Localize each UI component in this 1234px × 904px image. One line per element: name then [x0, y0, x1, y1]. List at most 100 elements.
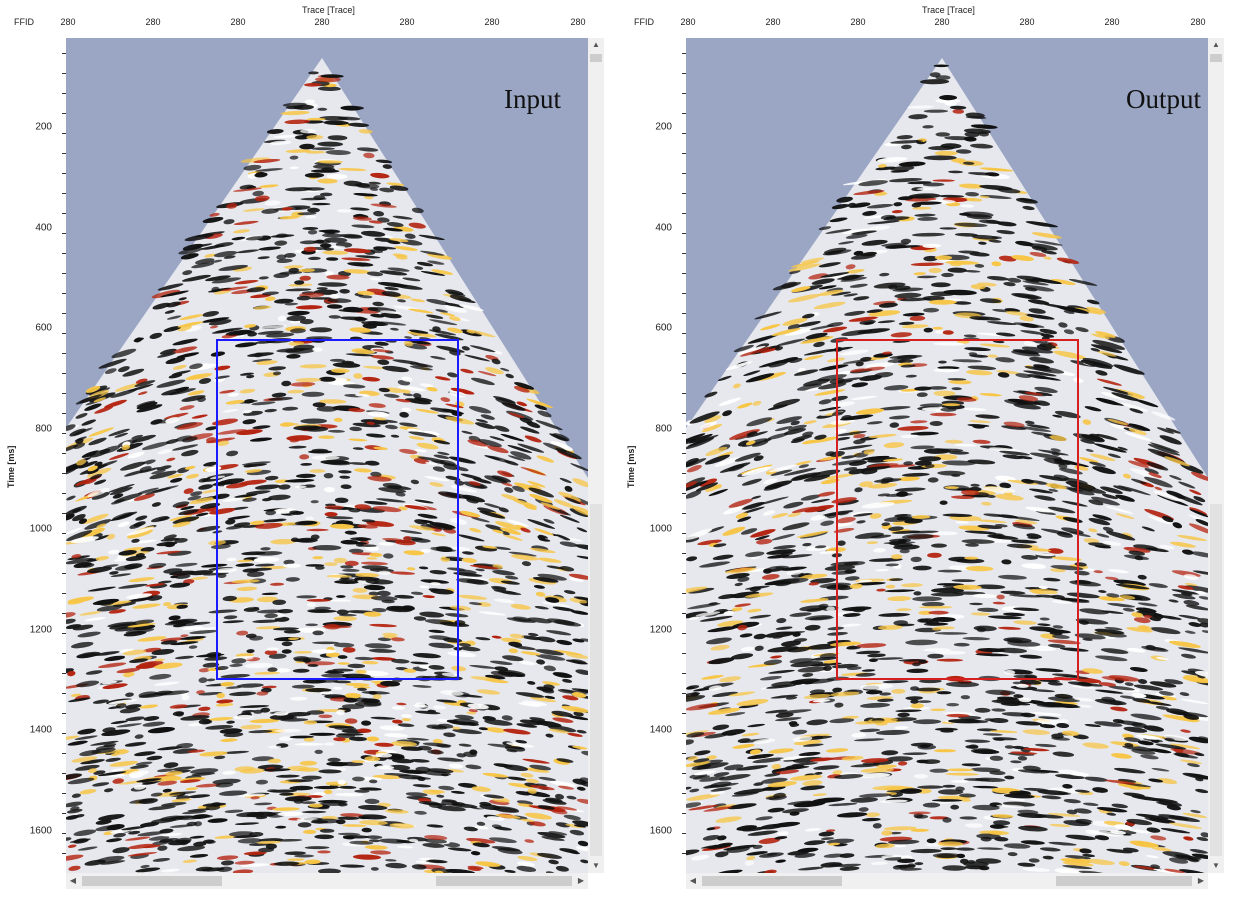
seismic-event — [1182, 812, 1208, 818]
seismic-event — [577, 840, 588, 847]
chevron-down-icon[interactable]: ▼ — [592, 861, 600, 870]
seismic-event — [1199, 622, 1208, 628]
seismic-event — [326, 516, 354, 520]
seismic-event — [1065, 481, 1096, 490]
chevron-up-icon[interactable]: ▲ — [592, 40, 600, 49]
scroll-thumb[interactable] — [82, 876, 222, 886]
seismic-event — [430, 588, 454, 595]
chevron-right-icon[interactable]: ▶ — [1197, 876, 1205, 885]
seismic-event — [66, 624, 82, 630]
seismic-event — [137, 636, 167, 642]
seismic-event — [96, 523, 107, 528]
chevron-right-icon[interactable]: ▶ — [577, 876, 585, 885]
seismic-event — [569, 577, 584, 582]
seismic-event — [66, 801, 83, 808]
seismic-event — [992, 308, 1011, 313]
scroll-thumb[interactable] — [590, 54, 602, 62]
vertical-scrollbar[interactable]: ▲ ▼ — [588, 38, 604, 873]
seismic-event — [872, 823, 882, 829]
seismic-event — [289, 785, 314, 791]
seismic-event — [564, 485, 573, 492]
seismic-event — [517, 856, 538, 861]
vertical-scrollbar[interactable]: ▲ ▼ — [1208, 38, 1224, 873]
seismic-event — [898, 321, 915, 326]
seismic-event — [768, 464, 798, 473]
seismic-event — [1042, 629, 1071, 634]
seismic-event — [1117, 446, 1128, 451]
seismic-event — [173, 346, 198, 354]
seismic-event — [288, 283, 313, 287]
seismic-event — [985, 494, 996, 498]
seismic-event — [1133, 617, 1151, 624]
seismic-event — [93, 770, 106, 775]
seismic-event — [463, 751, 477, 758]
seismic-event — [311, 455, 340, 461]
seismic-event — [569, 597, 588, 604]
scroll-thumb[interactable] — [1056, 876, 1192, 886]
scroll-thumb[interactable] — [702, 876, 842, 886]
chevron-left-icon[interactable]: ◀ — [689, 876, 697, 885]
scroll-thumb[interactable] — [1210, 54, 1222, 62]
horizontal-scrollbar[interactable]: ◀ ▶ — [686, 873, 1208, 889]
seismic-event — [225, 399, 245, 405]
seismic-event — [806, 719, 828, 726]
seismic-event — [908, 530, 939, 534]
seismic-event — [254, 802, 273, 806]
scroll-thumb[interactable] — [436, 876, 572, 886]
scroll-track[interactable] — [1210, 504, 1222, 856]
seismic-event — [865, 690, 883, 695]
scroll-track[interactable] — [590, 504, 602, 856]
seismic-event — [958, 183, 985, 189]
seismic-event — [500, 367, 510, 372]
seismic-event — [305, 623, 318, 627]
seismic-event — [1181, 549, 1194, 555]
seismic-event — [337, 816, 360, 820]
seismic-event — [836, 370, 852, 376]
seismic-event — [66, 444, 79, 452]
seismic-event — [158, 580, 172, 584]
chevron-up-icon[interactable]: ▲ — [1212, 40, 1220, 49]
seismic-event — [771, 533, 796, 541]
seismic-event — [930, 592, 964, 597]
seismic-event — [198, 478, 209, 483]
chevron-left-icon[interactable]: ◀ — [69, 876, 77, 885]
seismic-event — [181, 694, 190, 701]
seismic-event — [492, 570, 516, 576]
seismic-event — [467, 329, 496, 338]
horizontal-scrollbar[interactable]: ◀ ▶ — [66, 873, 588, 889]
seismic-event — [1126, 647, 1146, 653]
seismic-event — [791, 680, 805, 685]
seismic-event — [745, 551, 765, 558]
seismic-event — [350, 207, 370, 211]
seismic-event — [71, 756, 98, 763]
seismic-event — [842, 228, 873, 235]
seismic-event — [897, 196, 914, 201]
chevron-down-icon[interactable]: ▼ — [1212, 861, 1220, 870]
seismic-event — [231, 658, 247, 664]
seismic-event — [312, 630, 324, 636]
seismic-event — [124, 470, 144, 477]
seismic-event — [731, 607, 743, 612]
seismic-event — [1131, 749, 1156, 755]
seismic-event — [314, 834, 334, 840]
seismic-event — [714, 457, 741, 467]
seismic-event — [868, 558, 903, 562]
seismic-event — [299, 318, 314, 325]
seismic-event — [814, 771, 823, 775]
seismic-event — [838, 444, 873, 451]
seismic-event — [890, 169, 910, 173]
seismic-event — [410, 591, 424, 595]
seismic-gather-input[interactable]: Input — [66, 38, 588, 873]
seismic-event — [382, 228, 403, 232]
seismic-event — [154, 690, 173, 696]
seismic-gather-output[interactable]: Output — [686, 38, 1208, 873]
seismic-event — [1153, 490, 1182, 502]
seismic-event — [812, 699, 831, 703]
seismic-event — [896, 491, 909, 497]
seismic-event — [695, 611, 721, 617]
seismic-event — [160, 802, 187, 807]
seismic-event — [922, 182, 945, 187]
seismic-event — [1031, 232, 1062, 239]
seismic-event — [491, 358, 501, 365]
seismic-event — [775, 859, 786, 863]
